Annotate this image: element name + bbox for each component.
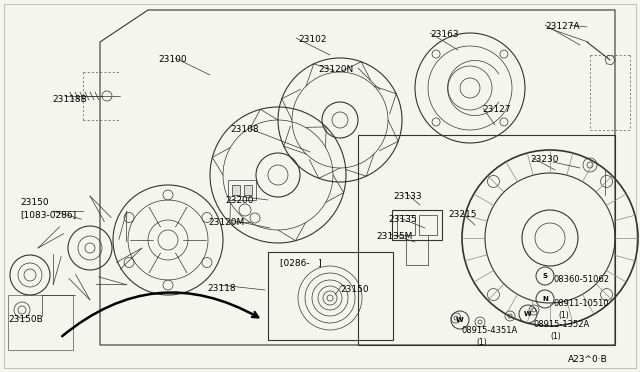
Text: 23127A: 23127A	[545, 22, 580, 31]
Text: (1): (1)	[550, 332, 561, 341]
Text: (1): (1)	[558, 311, 569, 320]
Text: 23150: 23150	[20, 198, 49, 207]
Bar	[392, 210, 442, 240]
Text: 23135: 23135	[388, 215, 417, 224]
Text: 23108: 23108	[230, 125, 259, 134]
Text: 23102: 23102	[298, 35, 326, 44]
Text: 23135M: 23135M	[376, 232, 412, 241]
Text: W: W	[456, 317, 464, 323]
Text: 23118B: 23118B	[52, 95, 87, 104]
Text: A23^0·B: A23^0·B	[568, 355, 608, 364]
Bar	[397, 215, 415, 235]
Text: (1): (1)	[476, 338, 487, 347]
Text: 23118: 23118	[207, 284, 236, 293]
Text: [0286-   ]: [0286- ]	[280, 258, 322, 267]
Bar	[244, 185, 252, 195]
Text: 23133: 23133	[393, 192, 422, 201]
Text: 08360-51062: 08360-51062	[553, 275, 609, 284]
Text: 08911-10510: 08911-10510	[553, 299, 609, 308]
Text: 08915-4351A: 08915-4351A	[462, 326, 518, 335]
Text: 23150: 23150	[340, 285, 369, 294]
Text: S: S	[543, 273, 547, 279]
Text: 08915-1352A: 08915-1352A	[534, 320, 590, 329]
Text: N: N	[542, 296, 548, 302]
Bar	[8, 295, 73, 350]
Text: [1083-0286]: [1083-0286]	[20, 210, 76, 219]
Bar	[268, 252, 393, 340]
Text: 23163: 23163	[430, 30, 459, 39]
Text: 23215: 23215	[448, 210, 477, 219]
Bar	[419, 215, 437, 235]
Text: 23150B: 23150B	[8, 315, 43, 324]
Text: 23100: 23100	[158, 55, 187, 64]
Text: 23120N: 23120N	[318, 65, 353, 74]
Bar	[228, 180, 256, 200]
Text: 23127: 23127	[482, 105, 511, 114]
Text: W: W	[524, 311, 532, 317]
Text: 23200: 23200	[225, 196, 253, 205]
Bar	[232, 185, 240, 195]
Text: 23120M: 23120M	[208, 218, 244, 227]
Text: 23230: 23230	[530, 155, 559, 164]
